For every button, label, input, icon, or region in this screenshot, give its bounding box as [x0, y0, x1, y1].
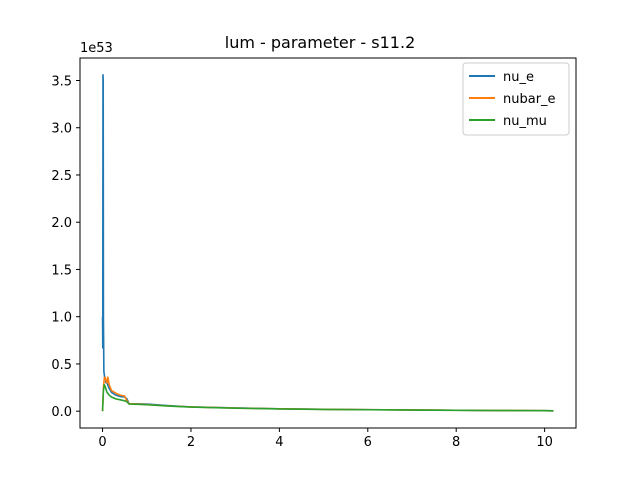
- x-tick-label: 8: [452, 435, 460, 450]
- legend: nu_e nubar_e nu_mu: [462, 62, 570, 136]
- y-axis: 0.0 0.5 1.0 1.5 2.0 2.5 3.0 3.5: [51, 74, 80, 420]
- y-tick-label: 0.0: [51, 405, 72, 420]
- series-line-nu-mu: [101, 383, 554, 412]
- y-offset-label: 1e53: [80, 41, 113, 56]
- y-tick-label: 1.5: [51, 263, 72, 278]
- legend-label: nu_mu: [503, 114, 547, 129]
- legend-box: [462, 62, 570, 136]
- x-tick-label: 4: [275, 435, 283, 450]
- y-tick-label: 0.5: [51, 358, 72, 373]
- plot-frame: [79, 57, 577, 429]
- x-axis: 0 2 4 6 8 10: [98, 428, 553, 450]
- legend-label: nu_e: [503, 70, 534, 85]
- y-tick-label: 2.5: [51, 169, 72, 184]
- y-tick-label: 2.0: [51, 216, 72, 231]
- y-tick-label: 3.5: [51, 74, 72, 89]
- x-tick-label: 2: [187, 435, 195, 450]
- x-tick-label: 6: [364, 435, 372, 450]
- series-layer: [101, 74, 554, 412]
- x-tick-label: 0: [98, 435, 106, 450]
- y-tick-label: 3.0: [51, 122, 72, 137]
- x-tick-label: 10: [536, 435, 553, 450]
- legend-label: nubar_e: [503, 92, 556, 107]
- y-tick-label: 1.0: [51, 311, 72, 326]
- chart-title: lum - parameter - s11.2: [225, 33, 416, 52]
